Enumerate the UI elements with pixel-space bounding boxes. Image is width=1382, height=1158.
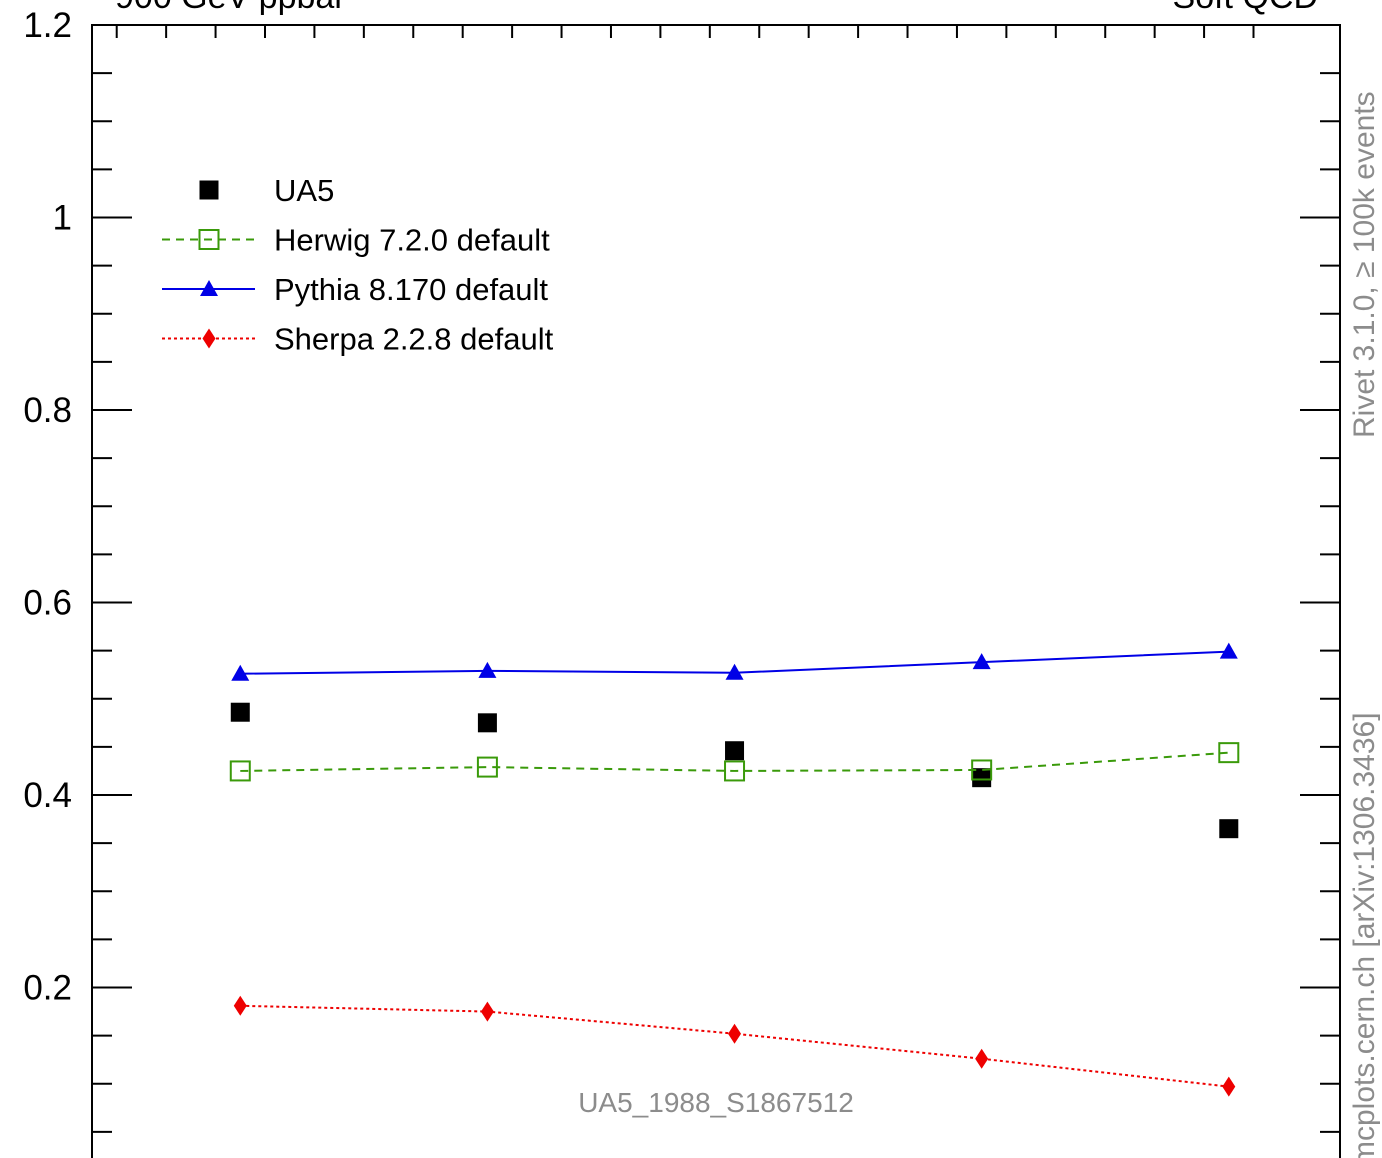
herwig-marker-square [724,760,746,782]
data-marker-square [199,180,219,200]
legend-label: Herwig 7.2.0 default [274,223,550,258]
y-tick-label: 1.2 [23,6,72,45]
legend-label: UA5 [274,173,334,208]
sherpa-marker-diamond [233,995,247,1016]
y-tick-label: 1 [53,199,72,238]
pythia-marker-triangle [231,664,250,681]
series-layer [229,642,1240,1097]
herwig-marker-square [1218,742,1240,764]
data-marker-square [230,702,250,722]
series-sherpa [233,995,1236,1097]
data-marker-square [477,713,497,733]
sherpa-marker-diamond [202,328,216,349]
legend: UA5 Herwig 7.2.0 default Pythia 8.170 defa… [162,173,554,357]
mcplots-credit-label: mcplots.cern.ch [arXiv:1306.3436] [1348,712,1381,1158]
y-tick-label: 0.4 [23,776,72,815]
pythia-marker-triangle [478,661,497,678]
series-line [240,751,1229,772]
pythia-marker-triangle [972,653,991,670]
sherpa-marker-diamond [975,1048,989,1069]
data-marker-square [725,741,745,761]
y-tick-labels: 00.20.40.60.811.2 [23,6,72,1008]
pythia-marker-triangle [200,280,218,296]
data-marker-square [972,768,992,788]
series-herwig [229,742,1240,782]
series-pythia [231,642,1238,681]
sherpa-marker-diamond [1222,1076,1236,1097]
analysis-watermark: UA5_1988_S1867512 [578,1087,854,1118]
legend-label: Pythia 8.170 default [274,272,548,307]
sherpa-marker-diamond [728,1023,742,1044]
series-line [240,1004,1229,1088]
herwig-marker-square [229,760,251,782]
herwig-marker-square [198,229,220,250]
energy-label: 900 GeV ppbar [115,0,346,16]
herwig-marker-square [476,756,498,778]
category-label: Soft QCD [1173,0,1318,16]
legend-label: Sherpa 2.2.8 default [274,322,554,357]
y-tick-label: 0.6 [23,584,72,623]
series-ua5 [230,702,1239,839]
y-tick-label: 0.8 [23,391,72,430]
pythia-marker-triangle [725,663,744,680]
rivet-version-label: Rivet 3.1.0, ≥ 100k events [1348,91,1381,438]
sherpa-marker-diamond [480,1001,494,1022]
y-tick-label: 0.2 [23,969,72,1008]
pythia-marker-triangle [1219,642,1238,659]
herwig-marker-square [971,759,993,781]
axis-ticks [92,24,1340,1133]
data-marker-square [1219,819,1239,839]
